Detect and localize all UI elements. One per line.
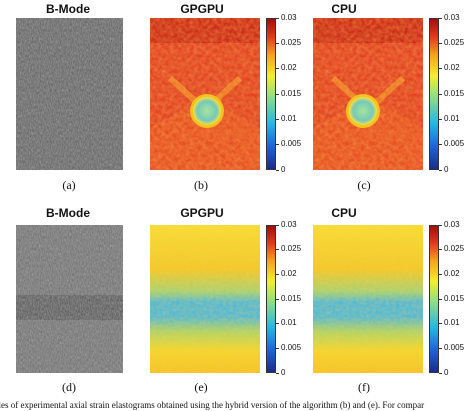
tick: 0 [438, 165, 449, 174]
tick: 0.025 [275, 38, 302, 47]
tick: 0.02 [439, 63, 460, 72]
tick: 0.01 [439, 318, 460, 327]
colorbar-f [429, 225, 439, 373]
subfigure-label-e: (e) [194, 380, 208, 394]
tick: 0.005 [275, 343, 302, 352]
gpgpu-elastogram-e [150, 225, 260, 373]
tick: 0.03 [439, 13, 460, 22]
tick: 0 [438, 368, 449, 377]
title-e: GPGPU [180, 206, 224, 220]
subfigure-label-b: (b) [194, 178, 208, 192]
tick: 0.02 [276, 63, 297, 72]
subfigure-label-d: (d) [62, 380, 76, 394]
gpgpu-elastogram-b [150, 18, 260, 170]
colorbar-b [266, 18, 276, 170]
title-b: GPGPU [180, 2, 224, 16]
subfigure-label-c: (c) [357, 178, 371, 192]
tick: 0.03 [276, 220, 297, 229]
tick: 0.025 [438, 244, 465, 253]
tick: 0.02 [439, 269, 460, 278]
title-d: B-Mode [46, 206, 90, 220]
tick: 0.03 [439, 220, 460, 229]
cpu-elastogram-c [313, 18, 423, 170]
tick: 0.025 [275, 244, 302, 253]
tick: 0 [275, 165, 286, 174]
tick: 0.02 [276, 269, 297, 278]
tick: 0.025 [438, 38, 465, 47]
caption-text: ples of experimental axial strain elasto… [0, 400, 425, 410]
colorbar-e [266, 225, 276, 373]
tick: 0.03 [276, 13, 297, 22]
title-c: CPU [331, 2, 357, 16]
bmode-image-d [16, 225, 123, 373]
figure-caption: ples of experimental axial strain elasto… [0, 399, 474, 411]
tick: 0.015 [275, 89, 302, 98]
tick: 0 [275, 368, 286, 377]
subfigure-label-a: (a) [62, 178, 76, 192]
tick: 0.015 [438, 89, 465, 98]
tick: 0.015 [275, 294, 302, 303]
tick: 0.01 [276, 318, 297, 327]
tick: 0.005 [438, 343, 465, 352]
tick: 0.015 [438, 294, 465, 303]
tick: 0.01 [439, 114, 460, 123]
colorbar-c [429, 18, 439, 170]
tick: 0.01 [276, 114, 297, 123]
tick: 0.005 [275, 139, 302, 148]
title-a: B-Mode [46, 2, 90, 16]
subfigure-label-f: (f) [358, 380, 370, 394]
title-f: CPU [331, 206, 357, 220]
cpu-elastogram-f [313, 225, 423, 373]
bmode-image-a [16, 18, 123, 170]
tick: 0.005 [438, 139, 465, 148]
